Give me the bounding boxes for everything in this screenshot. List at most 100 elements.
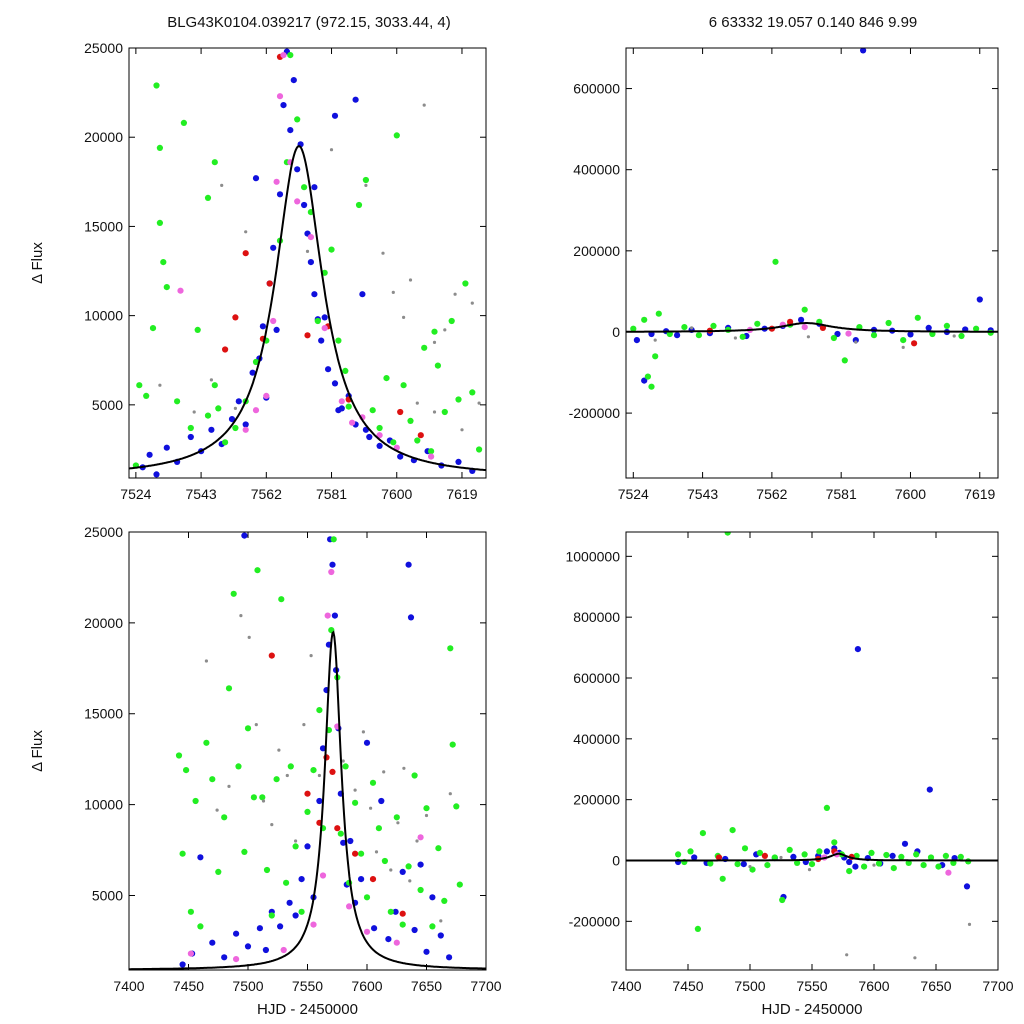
point-gray [285,773,289,778]
point-gray [374,850,379,854]
point-gray [209,378,213,382]
point-gray [341,759,345,763]
point-green [211,382,218,389]
point-green [241,848,248,856]
x-tick-label: 7600 [381,486,412,502]
point-green [914,314,921,321]
plot-frame [128,531,487,971]
point-green [675,851,682,858]
x-tick-label: 7543 [186,486,217,502]
point-blue [392,908,399,915]
x-tick-label: 7600 [895,486,926,502]
point-red [397,408,404,416]
point-magenta [233,956,240,963]
point-green [448,317,455,325]
point-red [266,280,273,287]
point-magenta [270,317,277,325]
point-green [699,830,707,837]
point-green [861,863,868,870]
plot-frame [625,531,999,971]
point-green [434,362,441,369]
point-green [779,896,786,904]
y-tick-label: 25000 [84,524,123,540]
point-blue [331,612,338,619]
point-green [754,320,761,327]
point-blue [740,861,747,868]
point-gray [422,103,426,107]
point-blue [907,331,914,338]
point-green [431,328,438,335]
point-gray [239,614,243,618]
point-gray [779,855,783,860]
point-green [209,776,216,783]
point-blue [287,127,294,134]
point-green [381,857,388,865]
point-blue [321,314,328,321]
point-green [764,862,771,869]
point-blue [901,840,909,847]
point-blue [249,369,256,376]
point-green [156,144,163,151]
point-blue [301,201,308,209]
point-gray [439,919,443,923]
point-magenta [294,198,301,205]
point-blue [834,330,841,338]
point-green [355,201,363,209]
point-blue [286,899,293,906]
point-gray [277,748,281,752]
point-gray [845,953,849,957]
point-green [417,886,424,894]
point-red [268,652,275,659]
y-tick-label: 1000000 [565,548,620,564]
point-magenta [252,407,260,414]
point-gray [872,863,876,867]
point-blue [209,939,216,946]
y-tick-label: 400000 [573,731,620,747]
panel-bottom-left: 7400 7450 7500 7550 7600 7650 7700 5000 10000 150… [29,524,502,1018]
x-tick-label: 7524 [120,486,151,502]
point-blue [292,912,299,919]
point-red [334,825,341,832]
point-green [655,310,662,317]
model-curve [626,322,998,333]
point-green [187,424,194,432]
x-tick-label: 7650 [920,978,951,994]
point-gray [470,301,474,305]
point-green [376,424,383,432]
point-gray [254,723,258,727]
point-green [794,859,801,867]
point-gray [261,799,266,803]
point-magenta [945,869,952,876]
point-gray [477,401,481,405]
point-blue [325,366,332,373]
point-gray [158,383,162,387]
point-blue [358,876,365,883]
point-green [244,725,252,732]
y-tick-label: -200000 [569,405,621,421]
point-magenta [801,324,808,331]
point-gray [294,839,298,843]
point-gray [854,340,858,344]
point-green [441,897,448,905]
point-green [456,881,463,888]
point-blue [674,332,681,339]
point-green [707,860,714,867]
point-blue [407,614,415,621]
point-green [268,912,275,919]
x-tick-label: 7562 [756,486,787,502]
point-gray [244,230,248,234]
point-blue [244,943,252,950]
point-blue [852,337,859,344]
x-tick-label: 7581 [826,486,857,502]
point-green [441,408,448,416]
x-tick-label: 7543 [687,486,718,502]
point-green [729,827,736,834]
point-blue [304,843,311,850]
point-green [942,852,950,860]
point-green [316,707,323,714]
point-blue [163,444,170,451]
point-blue [397,453,404,460]
point-red [222,346,229,353]
point-green [853,852,860,860]
point-green [429,923,436,930]
